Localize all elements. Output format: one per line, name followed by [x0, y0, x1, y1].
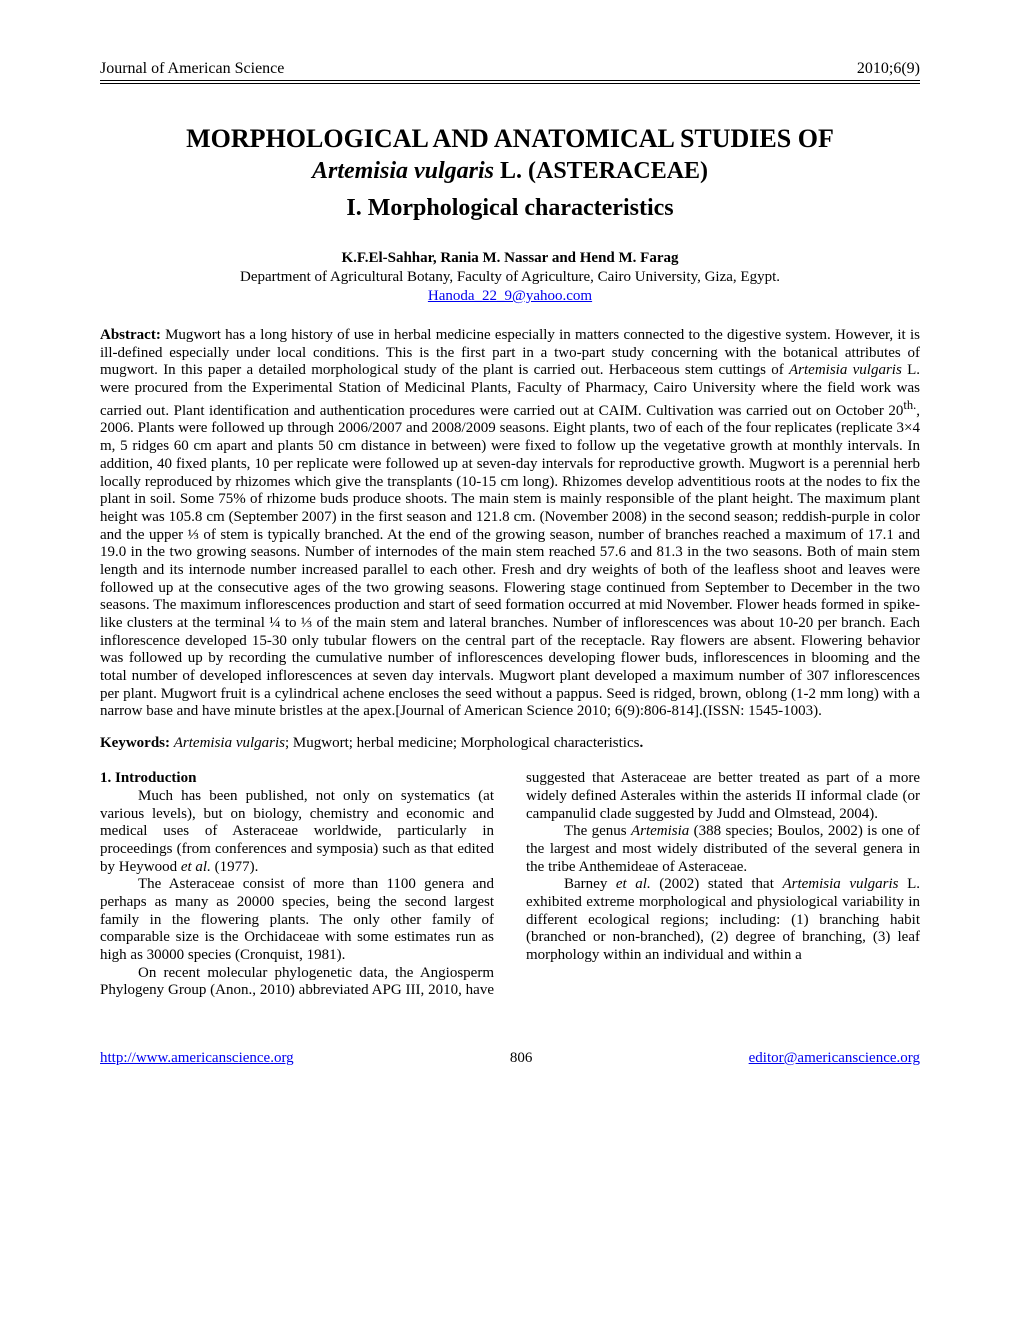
header-right: 2010;6(9)	[857, 60, 920, 78]
footer-right-link[interactable]: editor@americanscience.org	[749, 1050, 920, 1067]
title-line-3: I. Morphological characteristics	[100, 195, 920, 222]
title-line-1: MORPHOLOGICAL AND ANATOMICAL STUDIES OF	[100, 124, 920, 154]
abstract-label: Abstract:	[100, 327, 165, 343]
section-heading: 1. Introduction	[100, 770, 494, 788]
paragraph-container: Much has been published, not only on sys…	[100, 770, 920, 1000]
affiliation: Department of Agricultural Botany, Facul…	[100, 269, 920, 286]
keywords-label: Keywords:	[100, 735, 174, 751]
title-block: MORPHOLOGICAL AND ANATOMICAL STUDIES OF …	[100, 124, 920, 222]
header-rule-1	[100, 80, 920, 81]
abstract-text: Mugwort has a long history of use in her…	[100, 327, 920, 719]
footer-left-link[interactable]: http://www.americanscience.org	[100, 1050, 294, 1067]
footer-page-number: 806	[510, 1050, 533, 1067]
email-line: Hanoda_22_9@yahoo.com	[100, 288, 920, 305]
footer: http://www.americanscience.org 806 edito…	[100, 1050, 920, 1067]
keywords-text: Artemisia vulgaris; Mugwort; herbal medi…	[174, 735, 643, 751]
body-paragraph: Barney et al. (2002) stated that Artemis…	[526, 876, 920, 964]
body-paragraph: Much has been published, not only on sys…	[100, 788, 494, 876]
authors: K.F.El-Sahhar, Rania M. Nassar and Hend …	[100, 250, 920, 267]
body-columns: 1. Introduction Much has been published,…	[100, 770, 920, 1000]
header-rule-2	[100, 83, 920, 84]
running-header: Journal of American Science 2010;6(9)	[100, 60, 920, 80]
body-paragraph: The Asteraceae consist of more than 1100…	[100, 876, 494, 964]
header-left: Journal of American Science	[100, 60, 284, 78]
abstract: Abstract: Mugwort has a long history of …	[100, 327, 920, 721]
body-paragraph: The genus Artemisia (388 species; Boulos…	[526, 823, 920, 876]
title-line-2: Artemisia vulgaris L. (ASTERACEAE)	[100, 158, 920, 185]
email-link[interactable]: Hanoda_22_9@yahoo.com	[428, 288, 592, 304]
keywords: Keywords: Artemisia vulgaris; Mugwort; h…	[100, 735, 920, 752]
page: Journal of American Science 2010;6(9) MO…	[0, 0, 1020, 1117]
